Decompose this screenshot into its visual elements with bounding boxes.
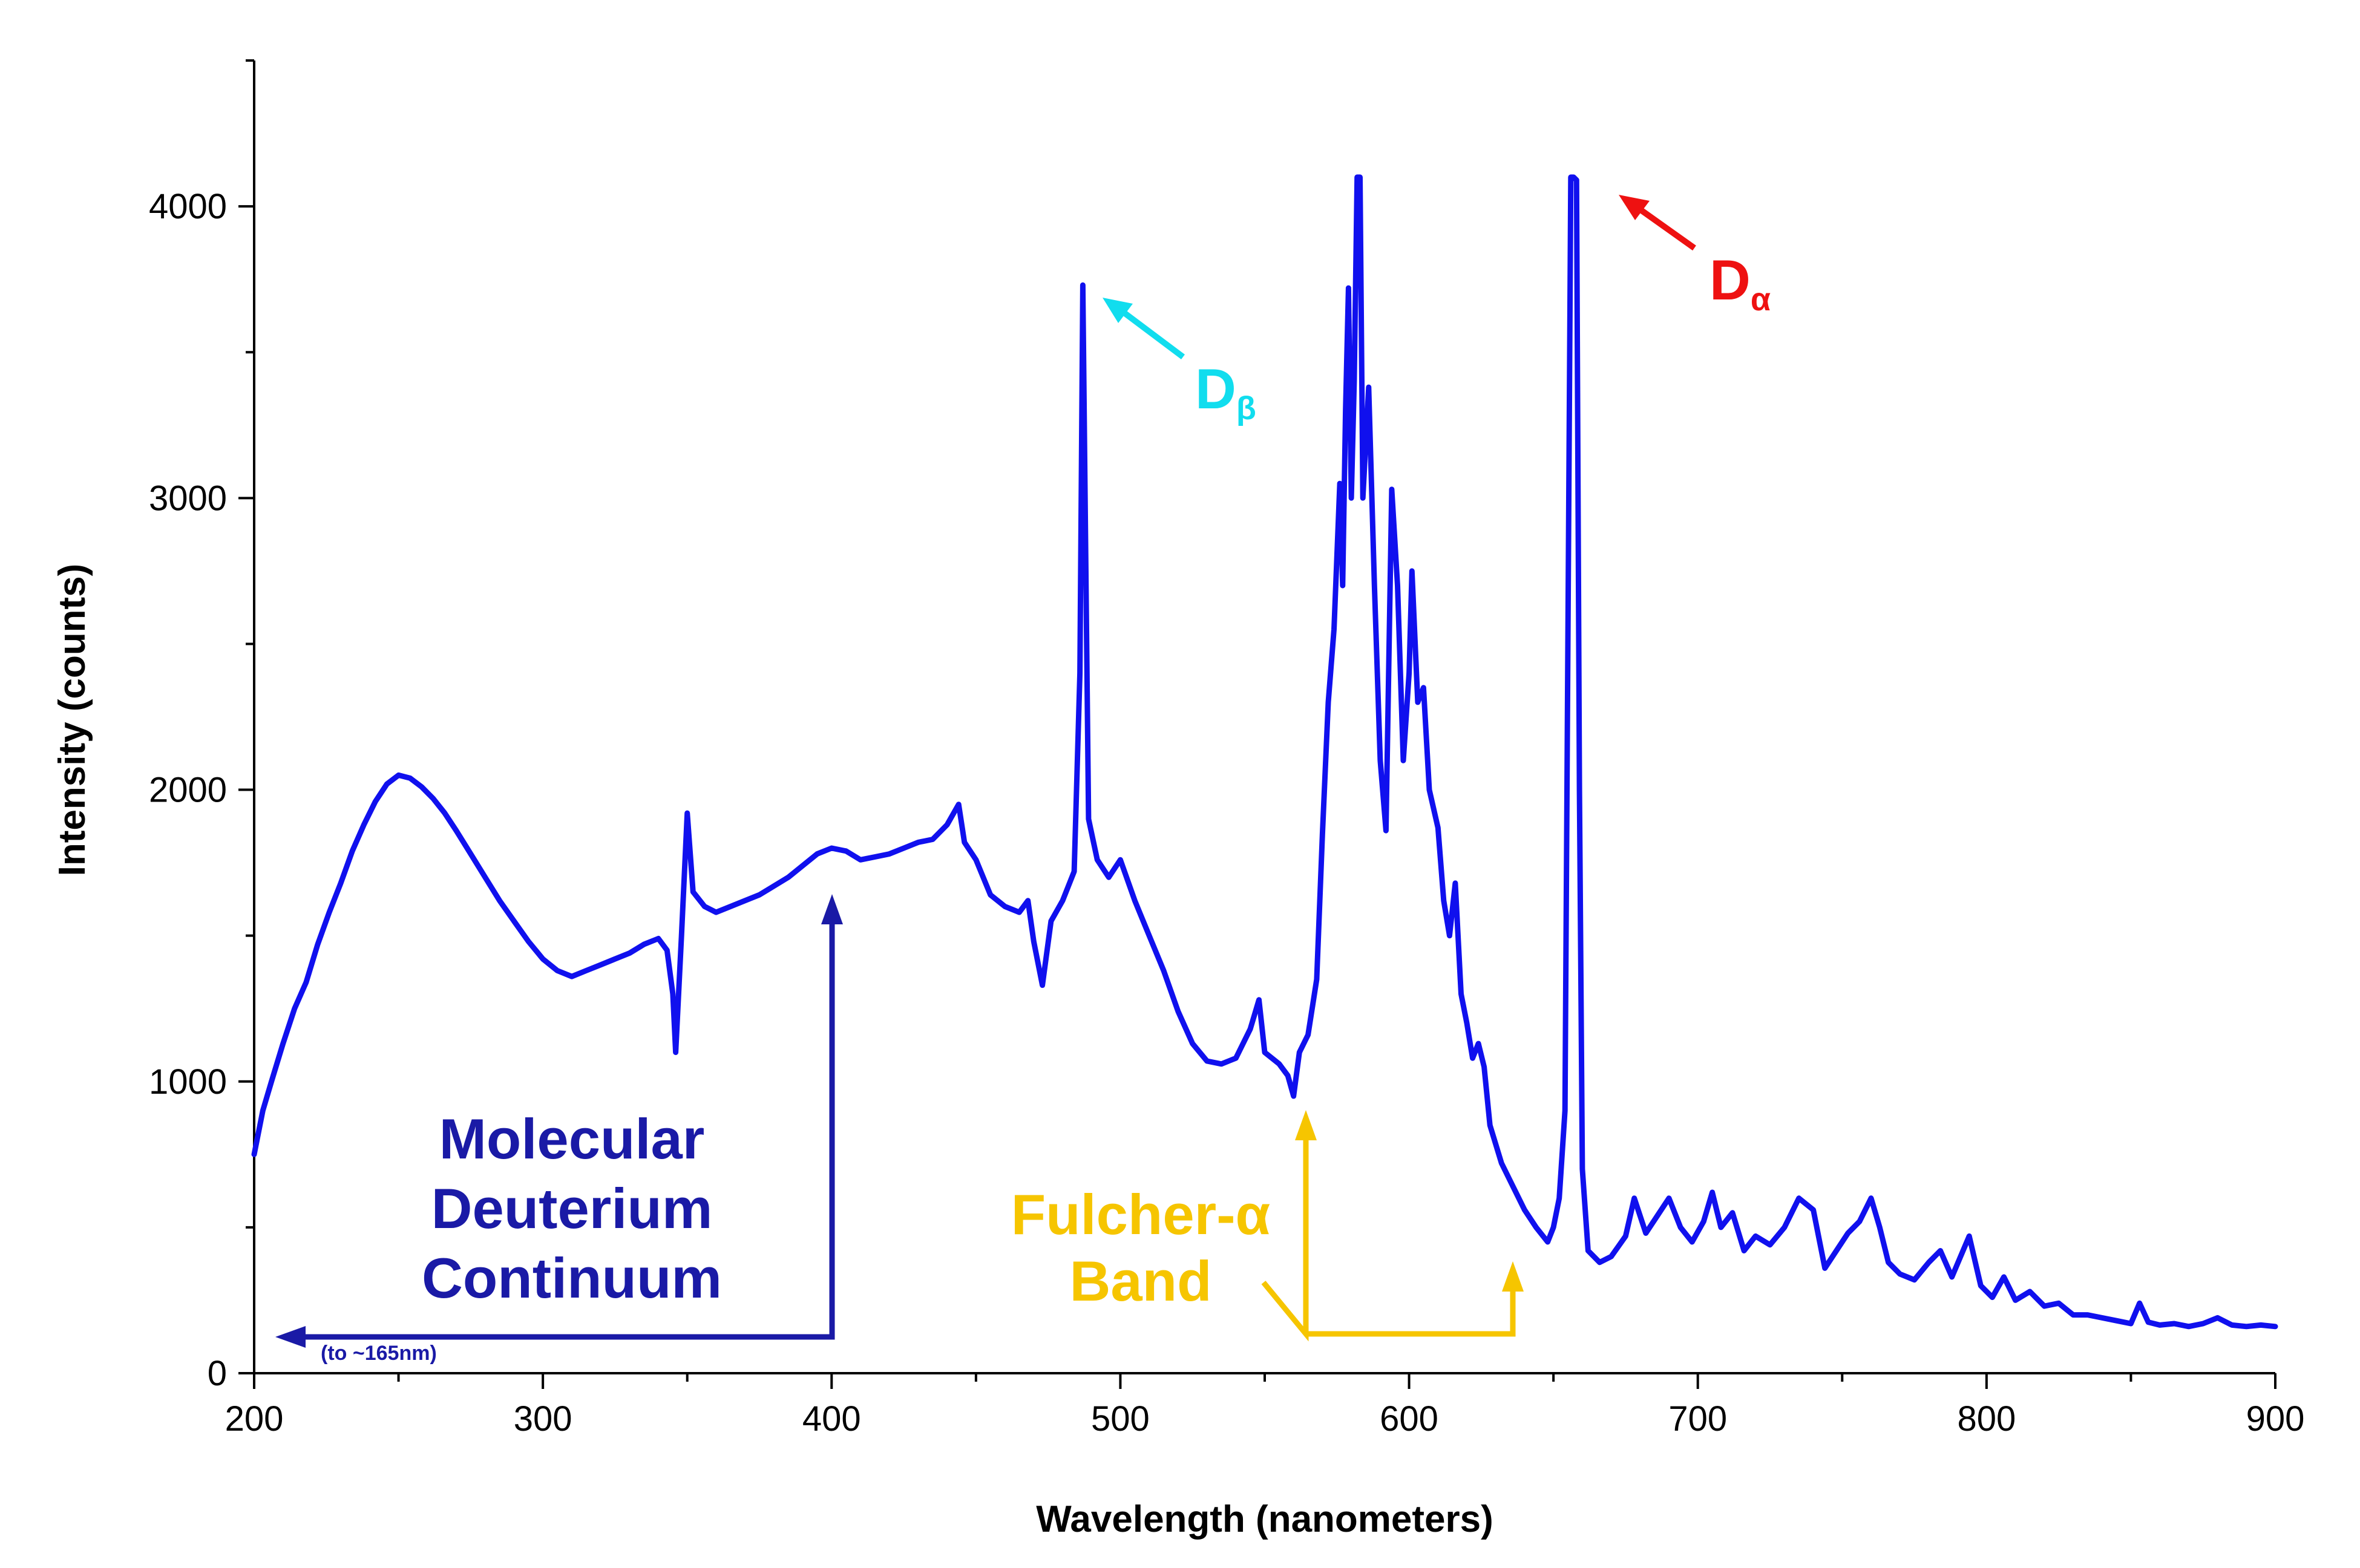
d-beta-annotation: Dβ: [1103, 298, 1256, 426]
molecular-label-line1: Molecular: [439, 1107, 705, 1171]
molecular-arrowhead-up: [821, 894, 843, 924]
molecular-label-line2: Deuterium: [431, 1177, 713, 1240]
d-alpha-arrowhead: [1619, 195, 1650, 220]
x-tick-label: 800: [1957, 1399, 2016, 1439]
fulcher-label-line2: Band: [1070, 1249, 1212, 1313]
molecular-bracket-line: [290, 913, 835, 1340]
fulcher-arrowhead-right: [1502, 1261, 1524, 1292]
d-alpha-arrow-line: [1638, 206, 1696, 251]
x-tick-label: 200: [225, 1399, 284, 1439]
y-tick-label: 0: [208, 1354, 227, 1393]
y-tick-label: 3000: [149, 479, 227, 518]
y-axis-title: Intensity (counts): [51, 564, 93, 877]
x-tick-label: 700: [1668, 1399, 1727, 1439]
x-tick-label: 500: [1091, 1399, 1150, 1439]
molecular-range-note: (to ~165nm): [321, 1342, 437, 1365]
y-tick-label: 4000: [149, 187, 227, 226]
x-tick-label: 300: [514, 1399, 572, 1439]
molecular-continuum-annotation: Molecular Deuterium Continuum (to ~165nm…: [275, 894, 843, 1365]
tick-labels: 200 300 400 500 600 700 800 900 0 1000 2000 3000 400…: [149, 187, 2304, 1439]
y-tick-label: 2000: [149, 771, 227, 810]
fulcher-arrowhead-left: [1295, 1110, 1317, 1140]
d-alpha-label: Dα: [1709, 248, 1771, 318]
d-beta-arrow-line: [1121, 309, 1185, 359]
fulcher-bracket-base: [1306, 1276, 1516, 1337]
d-alpha-annotation: Dα: [1619, 195, 1771, 318]
x-tick-label: 900: [2246, 1399, 2305, 1439]
spectrum-series-line: [251, 174, 2278, 1330]
y-tick-label: 1000: [149, 1062, 227, 1102]
fulcher-band-annotation: Fulcher-α Band: [1011, 1110, 1524, 1342]
d-beta-arrowhead: [1103, 298, 1133, 323]
x-axis-title: Wavelength (nanometers): [1036, 1498, 1493, 1540]
molecular-label-line3: Continuum: [422, 1246, 722, 1310]
ticks: [238, 59, 2276, 1389]
x-tick-label: 400: [802, 1399, 861, 1439]
d-beta-label: Dβ: [1195, 357, 1256, 426]
x-tick-label: 600: [1380, 1399, 1438, 1439]
fulcher-label-line1: Fulcher-α: [1011, 1183, 1271, 1246]
molecular-arrowhead-left: [275, 1326, 306, 1348]
